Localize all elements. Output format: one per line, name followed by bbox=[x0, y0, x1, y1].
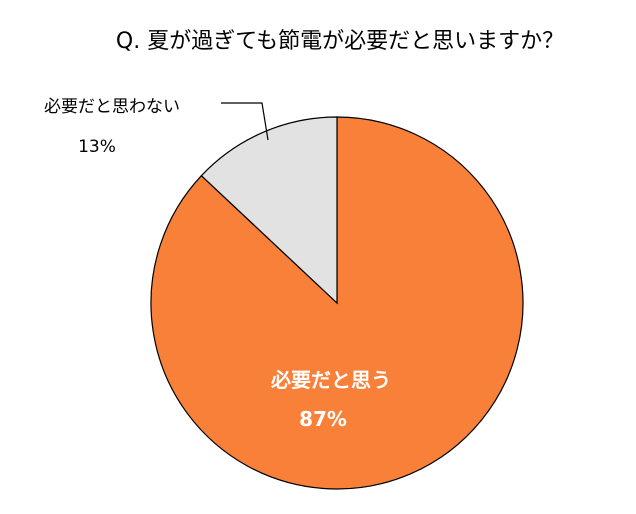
pie-slice-not-needed bbox=[200, 116, 338, 305]
slice-label-not-needed: 必要だと思わない bbox=[44, 97, 180, 117]
slice-value-not-needed: 13% bbox=[78, 137, 116, 157]
slice-value-needed: 87% bbox=[299, 407, 347, 431]
leader-line bbox=[221, 102, 269, 141]
slice-label-needed: 必要だと思う bbox=[270, 368, 391, 392]
pie-slices bbox=[150, 116, 524, 490]
chart-title: Q. 夏が過ぎても節電が必要だと思いますか？ bbox=[116, 29, 564, 54]
